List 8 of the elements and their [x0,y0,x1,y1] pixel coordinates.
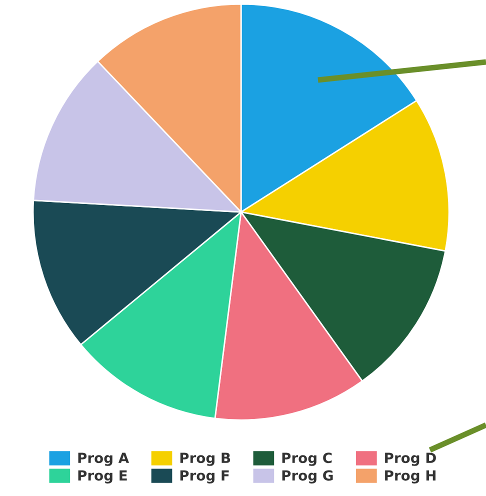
legend-label: Prog B [180,452,230,466]
legend-label: Prog F [180,470,229,484]
legend-label: Prog G [282,470,333,484]
legend-label: Prog C [282,452,332,466]
legend-label: Prog D [385,452,436,466]
legend-label: Prog A [78,452,130,466]
legend-label: Prog H [385,470,436,484]
legend-label: Prog E [78,470,127,484]
